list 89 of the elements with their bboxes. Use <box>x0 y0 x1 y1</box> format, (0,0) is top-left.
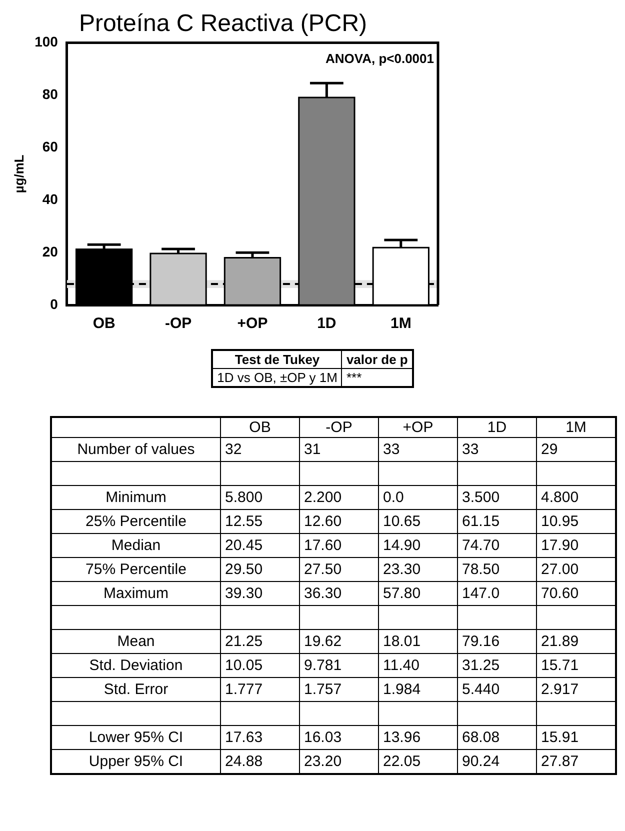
x-tick-label: 1M <box>390 315 412 332</box>
category-label: Upper 95% CI <box>88 752 184 770</box>
chart-title: Proteína C Reactiva (PCR) <box>78 10 368 38</box>
category-label: Maximum <box>103 585 168 602</box>
text: 1.777 <box>225 681 263 698</box>
text: 33 <box>462 441 479 458</box>
text: 31.25 <box>462 657 500 674</box>
text: 39.30 <box>225 585 263 602</box>
text: *** <box>346 370 362 385</box>
text: 27.00 <box>541 561 579 578</box>
category-label: Std. Error <box>104 681 168 698</box>
text: 23.20 <box>304 752 342 770</box>
x-tick-label: 1D <box>317 315 336 332</box>
y-tick-label: 60 <box>42 138 58 155</box>
text: 15.91 <box>541 729 579 746</box>
category-label: Mean <box>117 633 155 650</box>
text: 147.0 <box>462 585 500 602</box>
text: 23.30 <box>383 561 421 578</box>
annotation: ANOVA, p<0.0001 <box>325 50 434 66</box>
x-tick-label: +OP <box>237 315 268 332</box>
category-label: -OP <box>300 417 378 438</box>
text: 13.96 <box>383 729 421 746</box>
text: 90.24 <box>462 752 500 770</box>
text: 11.40 <box>383 657 420 674</box>
x-tick-label: OB <box>92 315 116 332</box>
category-label: valor de p <box>342 350 413 368</box>
category-label: +OP <box>378 417 458 438</box>
text: 3.500 <box>462 489 500 506</box>
y-axis-title: µg/mL <box>11 154 26 194</box>
category-label: Test de Tukey <box>212 350 342 368</box>
text: 1.757 <box>304 681 342 698</box>
text: 79.16 <box>462 633 500 650</box>
text: 17.63 <box>225 729 263 746</box>
category-label: Lower 95% CI <box>88 729 184 746</box>
text: 5.800 <box>225 489 263 506</box>
y-tick-label: 100 <box>34 34 58 50</box>
text: 10.65 <box>383 513 421 530</box>
text: 27.87 <box>541 752 579 770</box>
text: 10.05 <box>225 657 263 674</box>
text: 32 <box>225 441 242 458</box>
text: 21.89 <box>541 633 579 650</box>
text: 18.01 <box>383 633 421 650</box>
text: 12.60 <box>304 513 342 530</box>
text: 12.55 <box>225 513 263 530</box>
category-label: 1D <box>458 417 536 438</box>
category-label: 1D vs OB, ±OP y 1M <box>217 370 338 385</box>
text: 10.95 <box>541 513 579 530</box>
text: 1.984 <box>383 681 421 698</box>
text: 17.60 <box>304 537 342 554</box>
text: 36.30 <box>304 585 342 602</box>
text: 61.15 <box>462 513 500 530</box>
text: 70.60 <box>541 585 579 602</box>
y-tick-label: 0 <box>50 296 58 312</box>
category-label: Std. Deviation <box>89 657 183 674</box>
text: 5.440 <box>462 681 500 698</box>
text: 74.70 <box>462 537 500 554</box>
y-tick-label: 40 <box>42 190 58 207</box>
category-label: OB <box>220 417 300 438</box>
y-tick-label: 80 <box>42 86 58 102</box>
category-label: 75% Percentile <box>86 561 186 578</box>
category-label: 25% Percentile <box>86 513 186 530</box>
text: 29.50 <box>225 561 263 578</box>
text: 20.45 <box>225 537 263 554</box>
text: 27.50 <box>304 561 342 578</box>
text: 57.80 <box>383 585 421 602</box>
text: 33 <box>383 441 400 458</box>
text: 19.62 <box>304 633 342 650</box>
text: 14.90 <box>383 537 421 554</box>
text: 0.0 <box>383 489 404 506</box>
text: 78.50 <box>462 561 500 578</box>
text: 4.800 <box>541 489 579 506</box>
text: 24.88 <box>225 752 263 770</box>
text: 15.71 <box>541 657 579 674</box>
text: 2.200 <box>304 489 342 506</box>
category-label: Median <box>111 537 161 554</box>
category-label: Number of values <box>77 441 195 458</box>
text: 22.05 <box>383 752 421 770</box>
text: 9.781 <box>304 657 342 674</box>
text: 21.25 <box>225 633 263 650</box>
x-tick-label: -OP <box>164 315 192 332</box>
category-label: Minimum <box>106 489 166 506</box>
text: 17.90 <box>541 537 579 554</box>
text: 2.917 <box>541 681 579 698</box>
y-tick-label: 20 <box>42 243 58 260</box>
text: 68.08 <box>462 729 500 746</box>
text: 31 <box>304 441 321 458</box>
category-label: 1M <box>536 417 616 438</box>
text: 29 <box>541 441 558 458</box>
text: 16.03 <box>304 729 342 746</box>
